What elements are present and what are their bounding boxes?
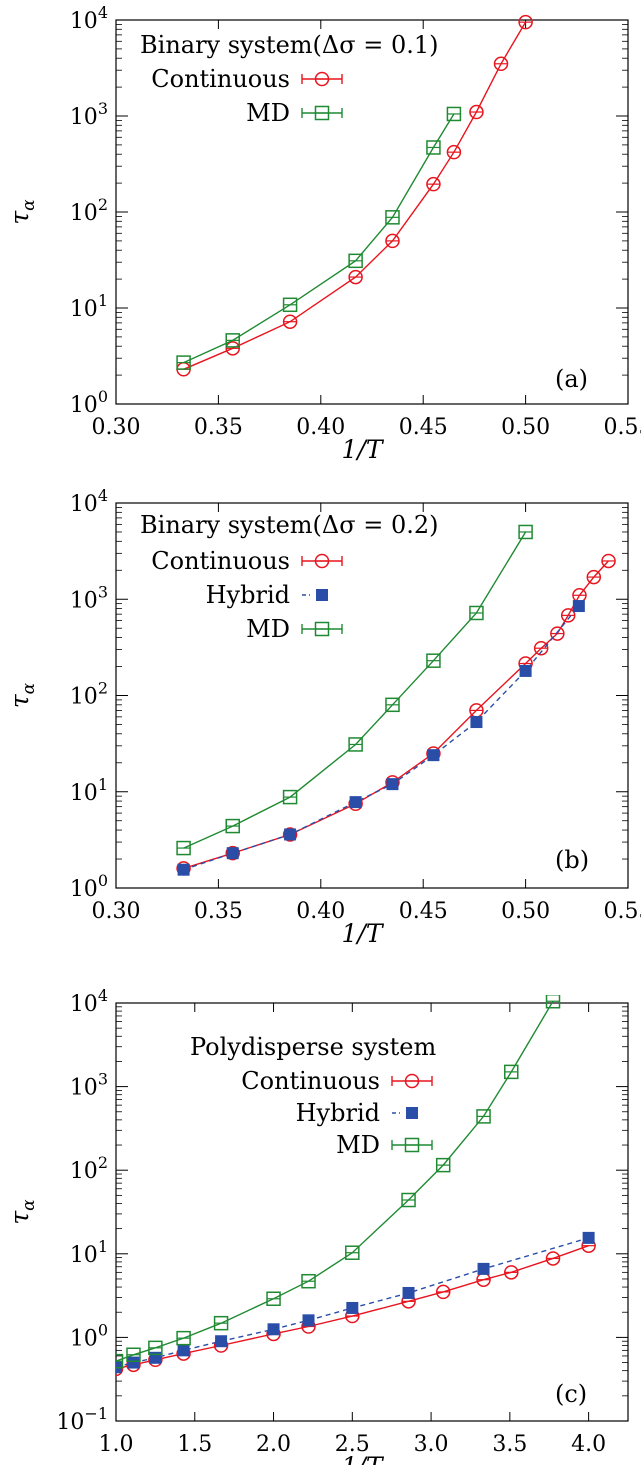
y-tick-label: 103	[70, 582, 108, 613]
y-tick-label: 102	[70, 679, 108, 710]
y-tick-label: 100	[70, 871, 108, 902]
chart-panel-1: 0.30 0.35 0.40 0.45 0.50 0.55 100 101 102 103 104 1…	[5, 3, 641, 464]
x-tick-label: 0.50	[501, 415, 550, 440]
data-point-hybrid	[127, 1356, 140, 1369]
y-tick-label: 102	[70, 1153, 108, 1184]
legend-marker-hybrid	[406, 1107, 418, 1119]
x-tick-label: 0.35	[194, 415, 243, 440]
x-tick-label: 0.55	[604, 899, 641, 924]
data-point-hybrid	[149, 1351, 162, 1364]
data-point-hybrid	[427, 749, 440, 762]
y-tick-label: 102	[70, 195, 108, 226]
x-tick-label: 0.35	[194, 899, 243, 924]
data-point-hybrid	[267, 1323, 280, 1336]
data-point-hybrid	[582, 1231, 595, 1244]
x-tick-label: 3.0	[414, 1432, 449, 1457]
y-tick-label: 101	[70, 1237, 108, 1268]
x-tick-label: 0.40	[296, 415, 345, 440]
x-axis-title: 1/T	[341, 1452, 384, 1465]
x-tick-label: 2.0	[256, 1432, 291, 1457]
x-tick-label: 0.50	[501, 899, 550, 924]
panel-label: (b)	[555, 846, 589, 874]
data-point-hybrid	[226, 847, 239, 860]
series-md	[116, 995, 561, 1369]
data-point-hybrid	[477, 1262, 490, 1275]
data-point-hybrid	[386, 778, 399, 791]
data-point-hybrid	[177, 1344, 190, 1357]
x-tick-label: 0.40	[296, 899, 345, 924]
y-tick-label: 104	[70, 3, 108, 34]
x-axis-title: 1/T	[341, 435, 384, 464]
legend-label-continuous: Continuous	[151, 547, 290, 575]
data-point-hybrid	[284, 828, 297, 841]
y-tick-label: 103	[70, 99, 108, 130]
chart-title: Binary system(Δσ = 0.1)	[140, 31, 439, 59]
chart-title: Polydisperse system	[190, 1033, 436, 1061]
data-point-hybrid	[177, 863, 190, 876]
series-line-continuous	[183, 21, 527, 370]
data-point-hybrid	[302, 1314, 315, 1327]
x-tick-label: 0.55	[604, 415, 641, 440]
y-tick-label: 101	[70, 775, 108, 806]
x-tick-label: 0.30	[92, 415, 141, 440]
plot-frame	[115, 1002, 629, 1422]
x-tick-label: 2.5	[335, 1432, 370, 1457]
y-tick-label: 103	[70, 1070, 108, 1101]
x-tick-label: 0.45	[399, 899, 448, 924]
series-line-md	[183, 531, 527, 849]
data-point-hybrid	[572, 600, 585, 613]
y-axis-title: τα	[5, 199, 39, 225]
legend-marker-hybrid	[316, 589, 328, 601]
legend-label-md: MD	[246, 615, 290, 643]
panel-label: (c)	[555, 1380, 587, 1408]
x-tick-label: 0.45	[399, 415, 448, 440]
series-hybrid	[177, 600, 585, 876]
data-point-hybrid	[215, 1335, 228, 1348]
chart-panel-3: 1.0 1.5 2.0 2.5 3.0 3.5 4.0 10−1 100 101 102 103 104…	[5, 986, 629, 1465]
data-point-hybrid	[519, 664, 532, 677]
series-line-md	[183, 113, 455, 364]
panel-label: (a)	[555, 365, 588, 393]
y-tick-label: 104	[70, 986, 108, 1017]
series-continuous	[176, 14, 533, 377]
y-tick-label: 104	[70, 486, 108, 517]
x-tick-label: 0.30	[92, 899, 141, 924]
legend-label-md: MD	[336, 1131, 380, 1159]
data-point-hybrid	[349, 796, 362, 809]
y-tick-label: 100	[70, 1320, 108, 1351]
chart-title: Binary system(Δσ = 0.2)	[140, 511, 439, 539]
y-axis-title: τα	[5, 682, 39, 708]
x-tick-label: 1.5	[177, 1432, 212, 1457]
data-point-hybrid	[346, 1301, 359, 1314]
y-axis-title: τα	[5, 1199, 39, 1225]
x-axis-title: 1/T	[341, 919, 384, 948]
legend-label-hybrid: Hybrid	[296, 1099, 380, 1127]
y-tick-label: 100	[70, 387, 108, 418]
legend-label-hybrid: Hybrid	[206, 581, 290, 609]
series-md	[176, 524, 533, 856]
y-tick-label: 10−1	[56, 1404, 108, 1435]
series-line-continuous	[183, 560, 610, 870]
chart-panel-2: 0.30 0.35 0.40 0.45 0.50 0.55 100 101 102 103 104 1…	[5, 486, 641, 948]
legend-label-continuous: Continuous	[241, 1067, 380, 1095]
x-tick-label: 4.0	[571, 1432, 606, 1457]
series-md	[176, 106, 462, 370]
x-tick-label: 3.5	[492, 1432, 527, 1457]
y-tick-label: 101	[70, 291, 108, 322]
series-line-hybrid	[183, 605, 580, 871]
data-point-hybrid	[402, 1286, 415, 1299]
legend-label-continuous: Continuous	[151, 65, 290, 93]
x-tick-label: 1.0	[99, 1432, 134, 1457]
legend-label-md: MD	[246, 99, 290, 127]
data-point-hybrid	[470, 716, 483, 729]
